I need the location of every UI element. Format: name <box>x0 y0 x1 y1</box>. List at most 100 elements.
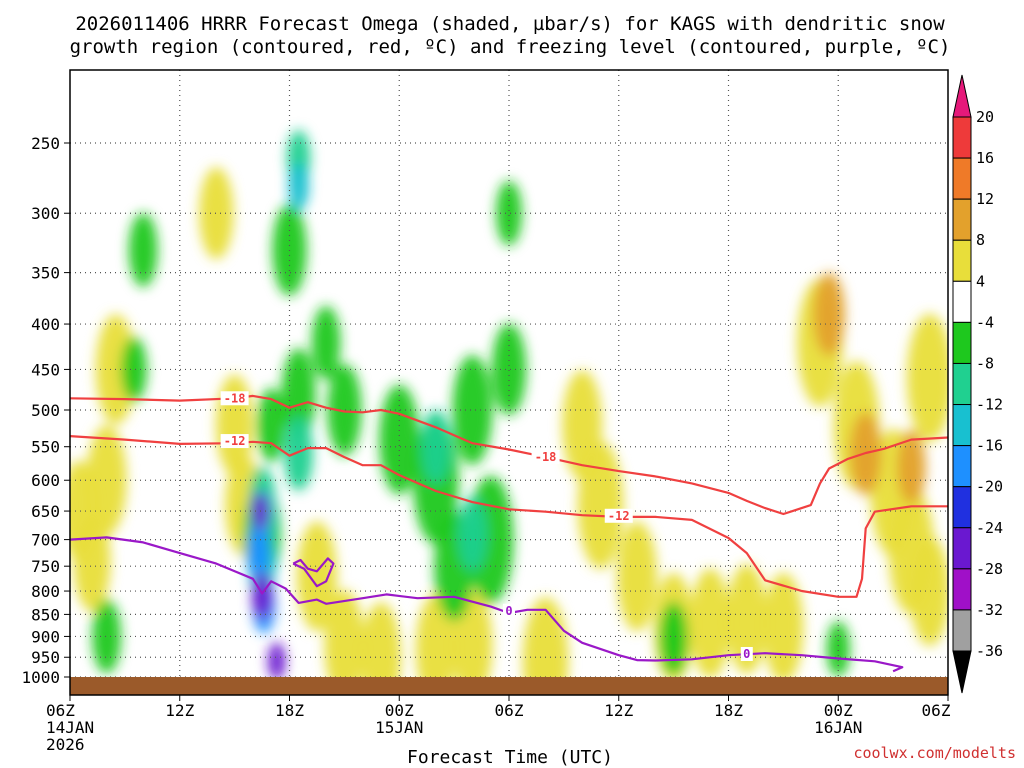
y-tick-label-350: 350 <box>31 264 60 283</box>
colorbar-tick--12: -12 <box>976 396 1003 414</box>
y-tick-label-800: 800 <box>31 582 60 601</box>
omega-cell--24-1 <box>251 572 273 620</box>
colorbar-bin--8--4 <box>952 321 972 364</box>
omega-cell-4-2 <box>86 425 127 536</box>
colorbar-bin--12--8 <box>952 362 972 406</box>
colorbar-bin--36--32 <box>952 609 972 652</box>
chart-title-line1: 2026011406 HRRR Forecast Omega (shaded, … <box>75 13 945 35</box>
omega-cell-4-24 <box>906 313 948 442</box>
x-tick-label-0-2: 2026 <box>46 735 85 754</box>
omega-cell--4-16 <box>826 621 850 678</box>
colorbar-bin--4-4 <box>952 280 972 323</box>
x-tick-label-2-0: 18Z <box>275 701 304 720</box>
y-tick-label-900: 900 <box>31 627 60 646</box>
contour-label-bg--18-1 <box>531 450 560 465</box>
omega-cell--4-13 <box>491 323 527 416</box>
omega-cell-4-1 <box>73 510 111 612</box>
y-tick-label-950: 950 <box>31 648 60 667</box>
omega-cell-4-10 <box>415 594 456 695</box>
omega-cell--8-1 <box>284 416 314 491</box>
x-tick-label-4-0: 06Z <box>495 701 524 720</box>
credit-text: coolwx.com/modelts <box>853 744 1016 762</box>
contour--12 <box>70 435 948 598</box>
omega-cell--4-17 <box>92 599 121 674</box>
contour-label--12-1: -12 <box>608 509 630 523</box>
colorbar: 20 16 12 8 4 -4 -8 -12 -16 -20 -24 -28 -32 -36 <box>952 74 1003 694</box>
contour-label-bg--12-1 <box>604 508 633 523</box>
colorbar-tick--4: -4 <box>976 313 994 331</box>
y-tick-label-850: 850 <box>31 605 60 624</box>
colorbar-tick--8: -8 <box>976 354 994 372</box>
colorbar-top-arrow <box>952 74 972 118</box>
omega-cell--16-0 <box>246 522 271 579</box>
omega-cell-4-12 <box>522 597 569 695</box>
y-tick-label-650: 650 <box>31 502 60 521</box>
y-axis: 250 300 350 400 450 500 550 600 650 700 750 800 850 9… <box>21 134 70 687</box>
colorbar-bin-4-8 <box>952 239 972 282</box>
y-tick-label-400: 400 <box>31 315 60 334</box>
omega-cell-4-4 <box>199 167 234 260</box>
colorbar-bin-8-12 <box>952 198 972 241</box>
y-tick-label-750: 750 <box>31 557 60 576</box>
omega-cell-4-15 <box>617 521 658 632</box>
omega-cell--12-0 <box>288 163 309 211</box>
x-tick-label-0-1: 14JAN <box>46 718 94 737</box>
omega-cell--4-2 <box>272 203 307 296</box>
colorbar-tick-8: 8 <box>976 231 985 249</box>
contour-label-0-1: 0 <box>743 647 750 661</box>
omega-cell-4-8 <box>324 589 365 695</box>
contour-label-bg-0-1 <box>740 646 753 661</box>
omega-cell-4-14 <box>577 441 624 570</box>
omega-cell--4-15 <box>659 601 689 676</box>
omega-cell--4-1 <box>121 336 148 402</box>
colorbar-tick-4: 4 <box>976 272 985 290</box>
x-tick-label-8-0: 06Z <box>922 701 951 720</box>
omega-cell-8-0 <box>813 272 845 356</box>
y-tick-label-300: 300 <box>31 204 60 223</box>
colorbar-bin--24--20 <box>952 486 972 529</box>
colorbar-tick--32: -32 <box>976 601 1003 619</box>
y-tick-label-500: 500 <box>31 401 60 420</box>
contour-label-bg--18-0 <box>220 391 249 406</box>
colorbar-tick--24: -24 <box>976 519 1003 537</box>
omega-cell--4-6 <box>311 305 341 380</box>
x-tick-label-0-0: 06Z <box>46 701 75 720</box>
colorbar-bin--32--28 <box>952 568 972 611</box>
contour--18 <box>70 394 948 516</box>
x-tick-label-1-0: 12Z <box>165 701 194 720</box>
contour-0 <box>70 536 904 673</box>
omega-cell-8-2 <box>897 430 926 505</box>
terrain-ground <box>70 677 948 695</box>
y-tick-label-600: 600 <box>31 471 60 490</box>
omega-shading <box>70 130 948 695</box>
omega-cell--24-2 <box>267 642 286 681</box>
terrain-strip <box>70 677 948 695</box>
colorbar-bin--20--16 <box>952 445 972 488</box>
omega-cell-4-17 <box>690 568 731 679</box>
x-tick-label-3-1: 15JAN <box>375 718 423 737</box>
omega-cell--8-3 <box>458 497 487 572</box>
colorbar-tick-16: 16 <box>976 149 994 167</box>
colorbar-bin-12-16 <box>952 157 972 200</box>
omega-cell-4-18 <box>726 563 767 674</box>
colorbar-tick--20: -20 <box>976 478 1003 496</box>
contour-label--18-1: -18 <box>535 450 557 464</box>
colorbar-tick--16: -16 <box>976 437 1003 455</box>
y-tick-label-1000: 1000 <box>21 668 60 687</box>
colorbar-tick-20: 20 <box>976 108 994 126</box>
omega-cell--4-3 <box>281 348 316 441</box>
y-tick-label-550: 550 <box>31 438 60 457</box>
contour-label--18-0: -18 <box>224 391 246 405</box>
colorbar-bottom-arrow <box>952 650 972 694</box>
omega-cell-4-9 <box>360 602 401 695</box>
omega-cell--4-11 <box>452 355 493 465</box>
x-tick-label-5-0: 12Z <box>604 701 633 720</box>
colorbar-tick--36: -36 <box>976 642 1003 660</box>
x-tick-label-3-0: 00Z <box>385 701 414 720</box>
y-tick-label-250: 250 <box>31 134 60 153</box>
colorbar-bin--16--12 <box>952 404 972 447</box>
x-tick-label-7-0: 00Z <box>824 701 853 720</box>
colorbar-bin-16-20 <box>952 116 972 159</box>
